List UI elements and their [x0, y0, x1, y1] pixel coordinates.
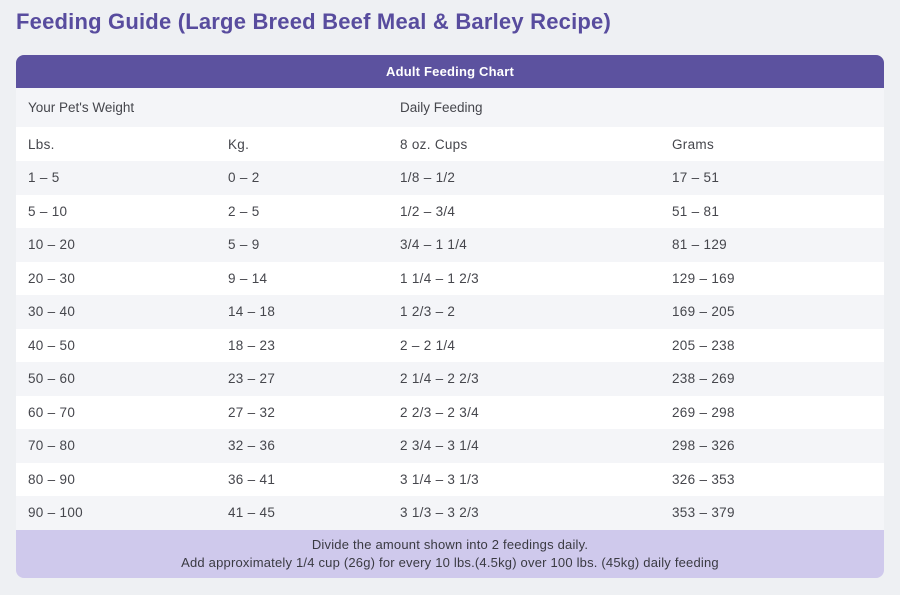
table-cell: 32 – 36: [228, 438, 276, 454]
table-cell: 36 – 41: [228, 471, 276, 487]
table-cell: 2 3/4 – 3 1/4: [400, 438, 479, 454]
table-cell: 70 – 80: [28, 438, 76, 454]
table-cell: 17 – 51: [672, 170, 720, 186]
chart-header-bar: Adult Feeding Chart: [16, 55, 884, 88]
table-cell: 5 – 9: [228, 237, 260, 253]
footer-note-line-2: Add approximately 1/4 cup (26g) for ever…: [181, 555, 719, 570]
column-header-cups: 8 oz. Cups: [400, 136, 468, 152]
table-cell: 81 – 129: [672, 237, 727, 253]
table-row: 40 – 50 18 – 23 2 – 2 1/4 205 – 238: [16, 328, 884, 362]
table-cell: 1 – 5: [28, 170, 60, 186]
table-cell: 2 2/3 – 2 3/4: [400, 404, 479, 420]
table-cell: 205 – 238: [672, 337, 735, 353]
table-cell: 80 – 90: [28, 471, 76, 487]
table-cell: 169 – 205: [672, 304, 735, 320]
group-header-pet-weight: Your Pet's Weight: [28, 100, 135, 115]
table-cell: 2 1/4 – 2 2/3: [400, 371, 479, 387]
table-row: 20 – 30 9 – 14 1 1/4 – 1 2/3 129 – 169: [16, 261, 884, 295]
table-cell: 326 – 353: [672, 471, 735, 487]
table-cell: 2 – 2 1/4: [400, 337, 456, 353]
table-cell: 1/8 – 1/2: [400, 170, 456, 186]
table-cell: 269 – 298: [672, 404, 735, 420]
column-header-grams: Grams: [672, 136, 714, 152]
column-header-row: Lbs. Kg. 8 oz. Cups Grams: [16, 127, 884, 161]
table-row: 90 – 100 41 – 45 3 1/3 – 3 2/3 353 – 379: [16, 496, 884, 530]
chart-footer: Divide the amount shown into 2 feedings …: [16, 529, 884, 578]
table-cell: 0 – 2: [228, 170, 260, 186]
table-cell: 30 – 40: [28, 304, 76, 320]
table-cell: 10 – 20: [28, 237, 76, 253]
table-cell: 41 – 45: [228, 505, 276, 521]
table-body: 1 – 5 0 – 2 1/8 – 1/2 17 – 51 5 – 10 2 – 5 1/2…: [16, 161, 884, 530]
group-header-daily-feeding: Daily Feeding: [400, 100, 483, 115]
chart-header-label: Adult Feeding Chart: [385, 64, 515, 79]
table-row: 80 – 90 36 – 41 3 1/4 – 3 1/3 326 – 353: [16, 462, 884, 496]
table-cell: 5 – 10: [28, 203, 68, 219]
table-row: 60 – 70 27 – 32 2 2/3 – 2 3/4 269 – 298: [16, 395, 884, 429]
page-title: Feeding Guide (Large Breed Beef Meal & B…: [16, 9, 611, 34]
table-cell: 2 – 5: [228, 203, 260, 219]
table-cell: 3 1/4 – 3 1/3: [400, 471, 479, 487]
table-cell: 1 2/3 – 2: [400, 304, 456, 320]
table-cell: 3/4 – 1 1/4: [400, 237, 468, 253]
table-cell: 353 – 379: [672, 505, 735, 521]
table-cell: 20 – 30: [28, 270, 76, 286]
table-row: 30 – 40 14 – 18 1 2/3 – 2 169 – 205: [16, 295, 884, 329]
table-row: 10 – 20 5 – 9 3/4 – 1 1/4 81 – 129: [16, 228, 884, 262]
column-header-kg: Kg.: [228, 136, 250, 152]
table-cell: 18 – 23: [228, 337, 276, 353]
table-cell: 298 – 326: [672, 438, 735, 454]
table-cell: 1/2 – 3/4: [400, 203, 456, 219]
table-cell: 1 1/4 – 1 2/3: [400, 270, 479, 286]
table-cell: 14 – 18: [228, 304, 276, 320]
adult-feeding-chart-card: Adult Feeding Chart Your Pet's Weight Da…: [16, 55, 884, 578]
table-row: 5 – 10 2 – 5 1/2 – 3/4 51 – 81: [16, 194, 884, 228]
table-row: 50 – 60 23 – 27 2 1/4 – 2 2/3 238 – 269: [16, 362, 884, 396]
footer-note-line-1: Divide the amount shown into 2 feedings …: [311, 537, 589, 552]
group-header-row: Your Pet's Weight Daily Feeding: [16, 88, 884, 127]
table-cell: 23 – 27: [228, 371, 276, 387]
table-cell: 60 – 70: [28, 404, 76, 420]
column-header-lbs: Lbs.: [28, 136, 55, 152]
table-cell: 50 – 60: [28, 371, 76, 387]
table-row: 1 – 5 0 – 2 1/8 – 1/2 17 – 51: [16, 161, 884, 195]
table-cell: 90 – 100: [28, 505, 83, 521]
table-cell: 238 – 269: [672, 371, 735, 387]
table-row: 70 – 80 32 – 36 2 3/4 – 3 1/4 298 – 326: [16, 429, 884, 463]
table-cell: 3 1/3 – 3 2/3: [400, 505, 479, 521]
table-cell: 51 – 81: [672, 203, 720, 219]
table-cell: 129 – 169: [672, 270, 735, 286]
table-cell: 40 – 50: [28, 337, 76, 353]
table-cell: 9 – 14: [228, 270, 268, 286]
table-cell: 27 – 32: [228, 404, 276, 420]
